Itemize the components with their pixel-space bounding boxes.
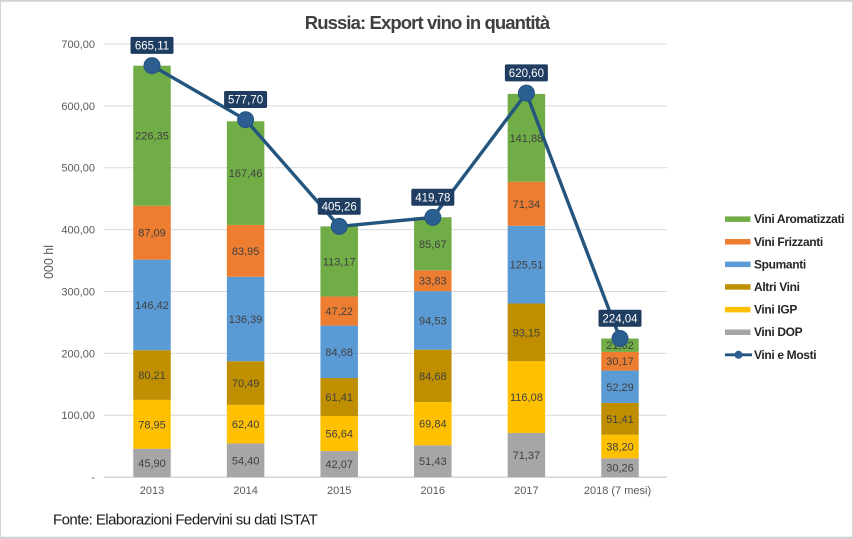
- svg-text:141,88: 141,88: [510, 133, 544, 145]
- svg-text:47,22: 47,22: [325, 306, 353, 318]
- svg-text:84,68: 84,68: [325, 347, 353, 359]
- svg-text:38,20: 38,20: [606, 442, 634, 454]
- svg-text:51,43: 51,43: [419, 456, 447, 468]
- svg-text:Vini IGP: Vini IGP: [754, 303, 797, 317]
- svg-text:500,00: 500,00: [61, 163, 95, 175]
- svg-text:83,95: 83,95: [232, 246, 260, 258]
- svg-text:136,39: 136,39: [229, 314, 263, 326]
- svg-text:405,26: 405,26: [322, 201, 357, 213]
- svg-text:51,41: 51,41: [606, 414, 634, 426]
- svg-text:226,35: 226,35: [135, 131, 169, 143]
- svg-text:Vini DOP: Vini DOP: [754, 325, 803, 339]
- svg-text:000 hl: 000 hl: [42, 245, 56, 279]
- svg-text:2018 (7 mesi): 2018 (7 mesi): [584, 485, 651, 497]
- svg-text:2016: 2016: [421, 485, 445, 497]
- svg-text:42,07: 42,07: [325, 459, 353, 471]
- svg-text:Vini Aromatizzati: Vini Aromatizzati: [754, 212, 844, 226]
- svg-text:665,11: 665,11: [135, 41, 169, 53]
- svg-text:85,67: 85,67: [419, 239, 447, 251]
- svg-text:30,26: 30,26: [606, 463, 634, 475]
- svg-text:93,15: 93,15: [513, 327, 541, 339]
- svg-text:Vini e Mosti: Vini e Mosti: [754, 348, 816, 362]
- svg-text:2017: 2017: [514, 485, 538, 497]
- svg-text:224,04: 224,04: [602, 314, 638, 326]
- svg-text:45,90: 45,90: [138, 458, 166, 470]
- svg-text:146,42: 146,42: [135, 300, 169, 312]
- svg-text:400,00: 400,00: [61, 225, 95, 237]
- svg-text:30,17: 30,17: [606, 356, 634, 368]
- svg-text:Vini Frizzanti: Vini Frizzanti: [754, 235, 823, 249]
- svg-text:700,00: 700,00: [61, 39, 95, 51]
- svg-text:200,00: 200,00: [61, 348, 95, 360]
- svg-text:61,41: 61,41: [325, 392, 353, 404]
- svg-text:Russia: Export vino in quantit: Russia: Export vino in quantità: [305, 12, 551, 33]
- svg-text:116,08: 116,08: [510, 392, 543, 404]
- svg-text:33,83: 33,83: [419, 276, 447, 288]
- svg-text:620,60: 620,60: [509, 68, 544, 80]
- svg-text:54,40: 54,40: [232, 455, 260, 467]
- svg-text:71,37: 71,37: [513, 450, 541, 462]
- svg-text:100,00: 100,00: [61, 410, 95, 422]
- svg-text:94,53: 94,53: [419, 315, 447, 327]
- svg-text:84,68: 84,68: [419, 371, 447, 383]
- svg-text:71,34: 71,34: [513, 199, 541, 211]
- svg-text:2015: 2015: [327, 485, 351, 497]
- svg-text:577,70: 577,70: [228, 95, 263, 107]
- svg-text:113,17: 113,17: [323, 256, 356, 268]
- svg-text:Fonte: Elaborazioni Federvini: Fonte: Elaborazioni Federvini su dati IS…: [53, 512, 318, 529]
- svg-text:62,40: 62,40: [232, 419, 260, 431]
- svg-text:70,49: 70,49: [232, 378, 260, 390]
- svg-text:52,29: 52,29: [606, 382, 634, 394]
- svg-text:2013: 2013: [140, 485, 164, 497]
- svg-text:-: -: [91, 472, 95, 484]
- svg-text:87,09: 87,09: [138, 228, 166, 240]
- svg-text:167,46: 167,46: [229, 168, 263, 180]
- svg-text:419,78: 419,78: [415, 192, 450, 204]
- svg-text:Altri Vini: Altri Vini: [754, 280, 800, 294]
- svg-text:69,84: 69,84: [419, 419, 447, 431]
- svg-text:56,64: 56,64: [325, 429, 353, 441]
- svg-text:Spumanti: Spumanti: [754, 257, 806, 271]
- svg-text:600,00: 600,00: [61, 101, 95, 113]
- svg-text:80,21: 80,21: [138, 370, 166, 382]
- svg-text:125,51: 125,51: [510, 260, 544, 272]
- svg-text:78,95: 78,95: [138, 419, 166, 431]
- svg-text:2014: 2014: [233, 485, 257, 497]
- svg-text:300,00: 300,00: [61, 287, 95, 299]
